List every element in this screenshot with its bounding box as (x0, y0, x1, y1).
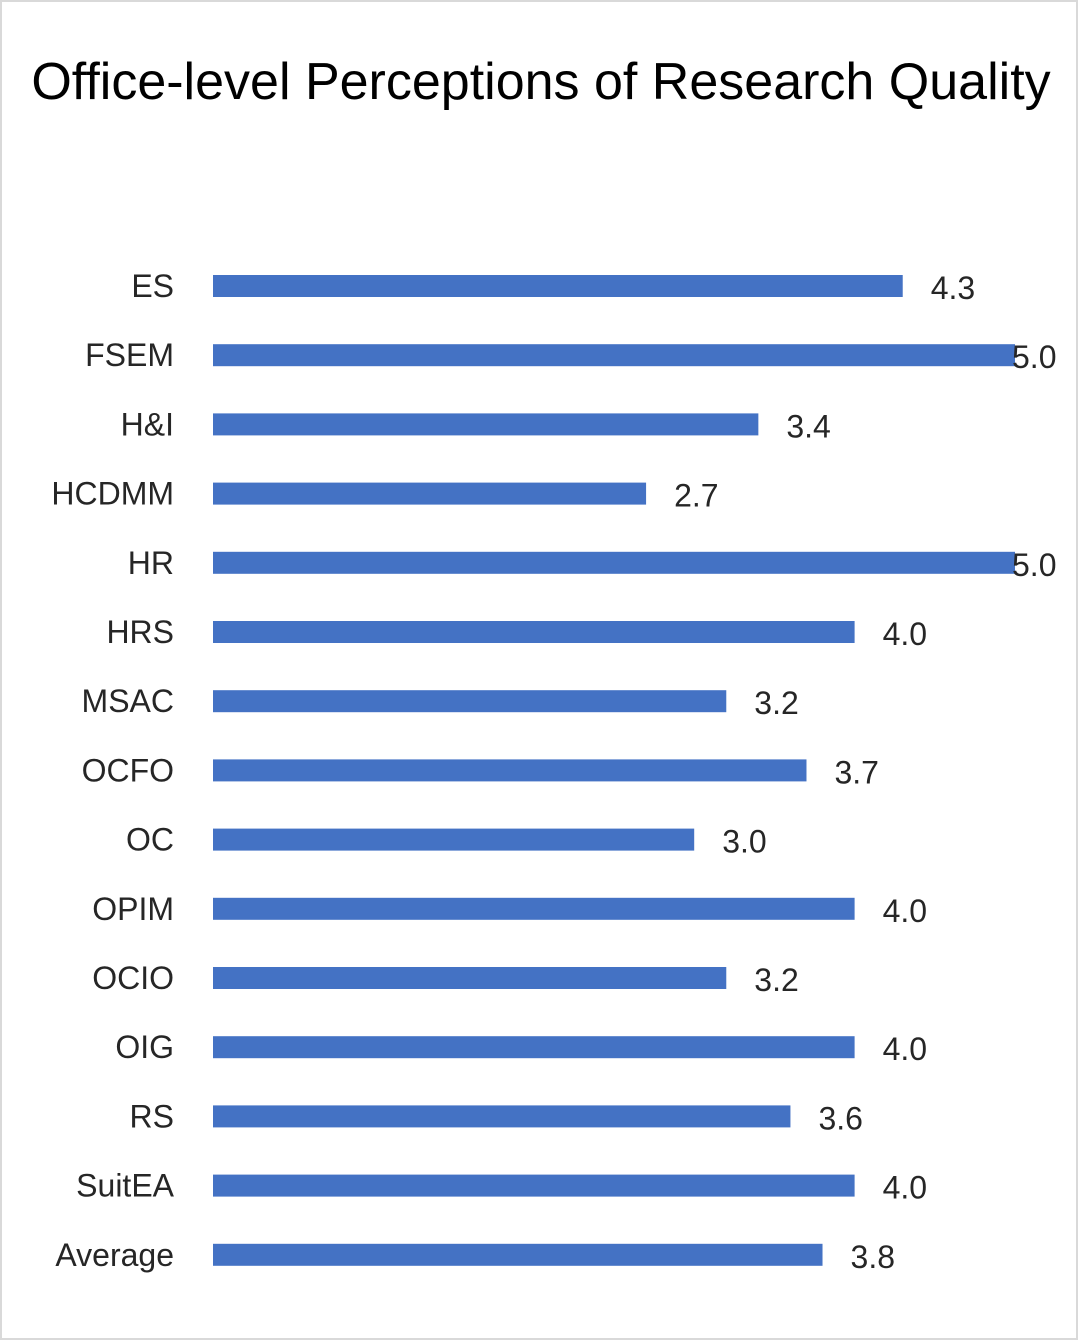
value-label: 3.2 (754, 962, 798, 998)
value-label: 3.2 (754, 685, 798, 721)
category-label: OPIM (92, 891, 174, 927)
chart-title: Office-level Perceptions of Research Qua… (31, 53, 1051, 111)
value-label: 3.8 (851, 1239, 895, 1275)
category-label: RS (130, 1098, 174, 1134)
category-label: HRS (106, 614, 174, 650)
value-label: 4.0 (883, 616, 927, 652)
bar (213, 1105, 791, 1128)
value-label: 4.0 (883, 1170, 927, 1206)
category-label: OCFO (82, 752, 174, 788)
bar (213, 482, 647, 505)
bar (213, 759, 807, 782)
value-label: 4.0 (883, 1031, 927, 1067)
bar (213, 967, 727, 989)
value-label: 3.7 (834, 754, 878, 790)
value-label: 5.0 (1012, 339, 1056, 375)
category-label: OIG (115, 1029, 174, 1065)
bar (213, 1243, 823, 1266)
value-label: 3.0 (722, 824, 766, 860)
bar (213, 1036, 855, 1059)
value-label: 4.3 (931, 270, 975, 306)
category-label: FSEM (85, 337, 174, 373)
category-label: OCIO (92, 960, 174, 996)
value-label: 5.0 (1012, 547, 1056, 583)
bar (213, 621, 855, 643)
bar (213, 413, 759, 436)
category-label: HCDMM (51, 476, 174, 512)
bar (213, 275, 903, 297)
bar (213, 1174, 855, 1197)
category-label: H&I (121, 406, 174, 442)
category-label: ES (131, 268, 174, 304)
bar (213, 828, 695, 851)
category-label: MSAC (82, 683, 174, 719)
value-label: 3.4 (786, 408, 830, 444)
bar (213, 551, 1015, 574)
value-label: 4.0 (883, 893, 927, 929)
bar (213, 344, 1015, 367)
category-label: HR (128, 545, 174, 581)
bar (213, 690, 727, 713)
category-label: SuitEA (76, 1168, 174, 1204)
category-label: OC (126, 822, 174, 858)
value-label: 2.7 (674, 478, 718, 514)
category-label: Average (55, 1237, 174, 1273)
bar (213, 897, 855, 920)
value-label: 3.6 (818, 1100, 862, 1136)
